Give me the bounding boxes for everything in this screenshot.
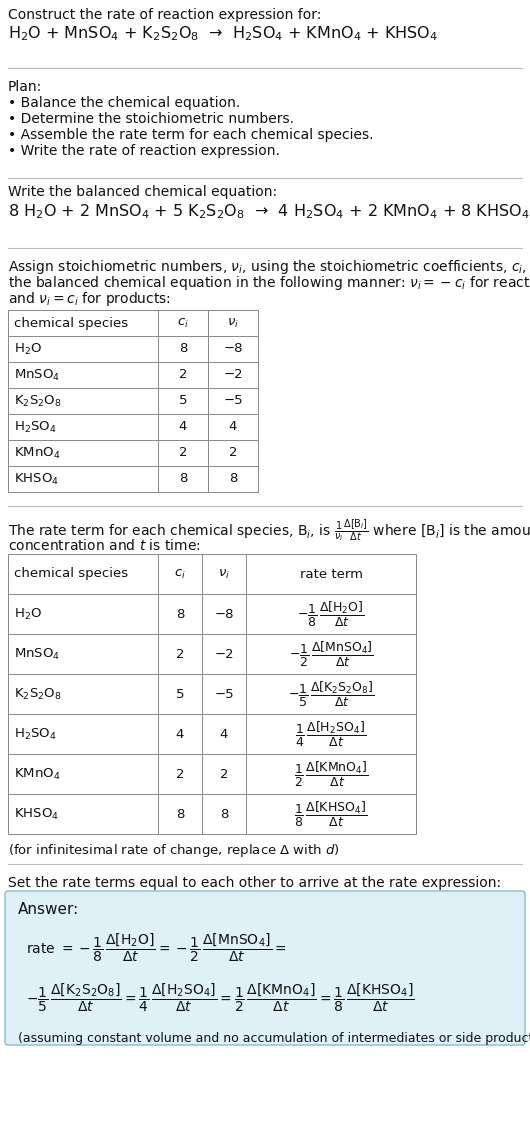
Text: 8: 8 — [179, 473, 187, 485]
Text: −2: −2 — [214, 648, 234, 660]
Text: K$_2$S$_2$O$_8$: K$_2$S$_2$O$_8$ — [14, 394, 61, 409]
Text: rate $= -\dfrac{1}{8}\,\dfrac{\Delta[\mathrm{H_2O}]}{\Delta t} = -\dfrac{1}{2}\,: rate $= -\dfrac{1}{8}\,\dfrac{\Delta[\ma… — [26, 932, 287, 964]
Text: $\dfrac{1}{4}\,\dfrac{\Delta[\mathrm{H_2SO_4}]}{\Delta t}$: $\dfrac{1}{4}\,\dfrac{\Delta[\mathrm{H_2… — [295, 719, 367, 748]
Text: 5: 5 — [176, 687, 184, 700]
Text: 2: 2 — [176, 767, 184, 780]
Text: 8: 8 — [179, 343, 187, 355]
Text: 2: 2 — [220, 767, 228, 780]
Text: 2: 2 — [229, 447, 237, 459]
Text: H$_2$SO$_4$: H$_2$SO$_4$ — [14, 726, 57, 741]
Text: KHSO$_4$: KHSO$_4$ — [14, 472, 59, 486]
Bar — [8, 554, 416, 834]
Text: concentration and $t$ is time:: concentration and $t$ is time: — [8, 538, 201, 553]
Text: Construct the rate of reaction expression for:: Construct the rate of reaction expressio… — [8, 8, 321, 22]
Text: H$_2$SO$_4$: H$_2$SO$_4$ — [14, 419, 57, 435]
Text: and $\nu_i = c_i$ for products:: and $\nu_i = c_i$ for products: — [8, 290, 171, 308]
Text: −8: −8 — [223, 343, 243, 355]
Text: $\dfrac{1}{8}\,\dfrac{\Delta[\mathrm{KHSO_4}]}{\Delta t}$: $\dfrac{1}{8}\,\dfrac{\Delta[\mathrm{KHS… — [294, 799, 368, 828]
Text: the balanced chemical equation in the following manner: $\nu_i = -c_i$ for react: the balanced chemical equation in the fo… — [8, 274, 530, 292]
Text: rate term: rate term — [299, 568, 363, 580]
Text: $-\dfrac{1}{8}\,\dfrac{\Delta[\mathrm{H_2O}]}{\Delta t}$: $-\dfrac{1}{8}\,\dfrac{\Delta[\mathrm{H_… — [297, 600, 365, 628]
Text: KMnO$_4$: KMnO$_4$ — [14, 766, 60, 781]
Text: • Write the rate of reaction expression.: • Write the rate of reaction expression. — [8, 144, 280, 158]
Text: • Balance the chemical equation.: • Balance the chemical equation. — [8, 96, 240, 110]
Text: 4: 4 — [176, 727, 184, 740]
Text: KMnO$_4$: KMnO$_4$ — [14, 445, 60, 460]
Text: 2: 2 — [176, 648, 184, 660]
Text: chemical species: chemical species — [14, 316, 128, 330]
Text: KHSO$_4$: KHSO$_4$ — [14, 806, 59, 821]
Text: 8: 8 — [176, 807, 184, 820]
Text: • Determine the stoichiometric numbers.: • Determine the stoichiometric numbers. — [8, 112, 294, 126]
Text: 4: 4 — [179, 420, 187, 434]
Text: 5: 5 — [179, 394, 187, 408]
Text: 4: 4 — [220, 727, 228, 740]
Text: 8: 8 — [176, 608, 184, 620]
Text: Assign stoichiometric numbers, $\nu_i$, using the stoichiometric coefficients, $: Assign stoichiometric numbers, $\nu_i$, … — [8, 258, 530, 276]
Text: K$_2$S$_2$O$_8$: K$_2$S$_2$O$_8$ — [14, 686, 61, 701]
Text: MnSO$_4$: MnSO$_4$ — [14, 646, 60, 661]
Text: $\dfrac{1}{2}\,\dfrac{\Delta[\mathrm{KMnO_4}]}{\Delta t}$: $\dfrac{1}{2}\,\dfrac{\Delta[\mathrm{KMn… — [294, 759, 368, 788]
Text: −8: −8 — [214, 608, 234, 620]
Text: 8 H$_2$O + 2 MnSO$_4$ + 5 K$_2$S$_2$O$_8$  →  4 H$_2$SO$_4$ + 2 KMnO$_4$ + 8 KHS: 8 H$_2$O + 2 MnSO$_4$ + 5 K$_2$S$_2$O$_8… — [8, 202, 530, 220]
Text: H$_2$O: H$_2$O — [14, 606, 42, 621]
Text: Set the rate terms equal to each other to arrive at the rate expression:: Set the rate terms equal to each other t… — [8, 876, 501, 890]
Text: $\nu_i$: $\nu_i$ — [227, 316, 239, 330]
Text: 8: 8 — [220, 807, 228, 820]
Text: $-\dfrac{1}{5}\,\dfrac{\Delta[\mathrm{K_2S_2O_8}]}{\Delta t} = \dfrac{1}{4}\,\df: $-\dfrac{1}{5}\,\dfrac{\Delta[\mathrm{K_… — [26, 982, 414, 1014]
Text: Answer:: Answer: — [18, 902, 80, 917]
Text: 2: 2 — [179, 447, 187, 459]
Text: −5: −5 — [214, 687, 234, 700]
Text: H$_2$O + MnSO$_4$ + K$_2$S$_2$O$_8$  →  H$_2$SO$_4$ + KMnO$_4$ + KHSO$_4$: H$_2$O + MnSO$_4$ + K$_2$S$_2$O$_8$ → H$… — [8, 24, 438, 42]
Text: $-\dfrac{1}{2}\,\dfrac{\Delta[\mathrm{MnSO_4}]}{\Delta t}$: $-\dfrac{1}{2}\,\dfrac{\Delta[\mathrm{Mn… — [288, 640, 374, 668]
Text: • Assemble the rate term for each chemical species.: • Assemble the rate term for each chemic… — [8, 128, 374, 142]
Text: 8: 8 — [229, 473, 237, 485]
Bar — [8, 309, 258, 492]
Text: −2: −2 — [223, 369, 243, 381]
Text: chemical species: chemical species — [14, 568, 128, 580]
Text: (assuming constant volume and no accumulation of intermediates or side products): (assuming constant volume and no accumul… — [18, 1032, 530, 1045]
Text: Write the balanced chemical equation:: Write the balanced chemical equation: — [8, 185, 277, 199]
Text: (for infinitesimal rate of change, replace Δ with $d$): (for infinitesimal rate of change, repla… — [8, 842, 340, 859]
Text: 2: 2 — [179, 369, 187, 381]
Text: Plan:: Plan: — [8, 80, 42, 94]
Text: −5: −5 — [223, 394, 243, 408]
Text: $c_i$: $c_i$ — [174, 568, 186, 580]
Text: H$_2$O: H$_2$O — [14, 341, 42, 356]
Text: $c_i$: $c_i$ — [177, 316, 189, 330]
Text: 4: 4 — [229, 420, 237, 434]
Text: The rate term for each chemical species, B$_i$, is $\frac{1}{\nu_i}\frac{\Delta[: The rate term for each chemical species,… — [8, 518, 530, 544]
Text: MnSO$_4$: MnSO$_4$ — [14, 368, 60, 383]
Text: $\nu_i$: $\nu_i$ — [218, 568, 230, 580]
FancyBboxPatch shape — [5, 891, 525, 1045]
Text: $-\dfrac{1}{5}\,\dfrac{\Delta[\mathrm{K_2S_2O_8}]}{\Delta t}$: $-\dfrac{1}{5}\,\dfrac{\Delta[\mathrm{K_… — [288, 679, 374, 708]
